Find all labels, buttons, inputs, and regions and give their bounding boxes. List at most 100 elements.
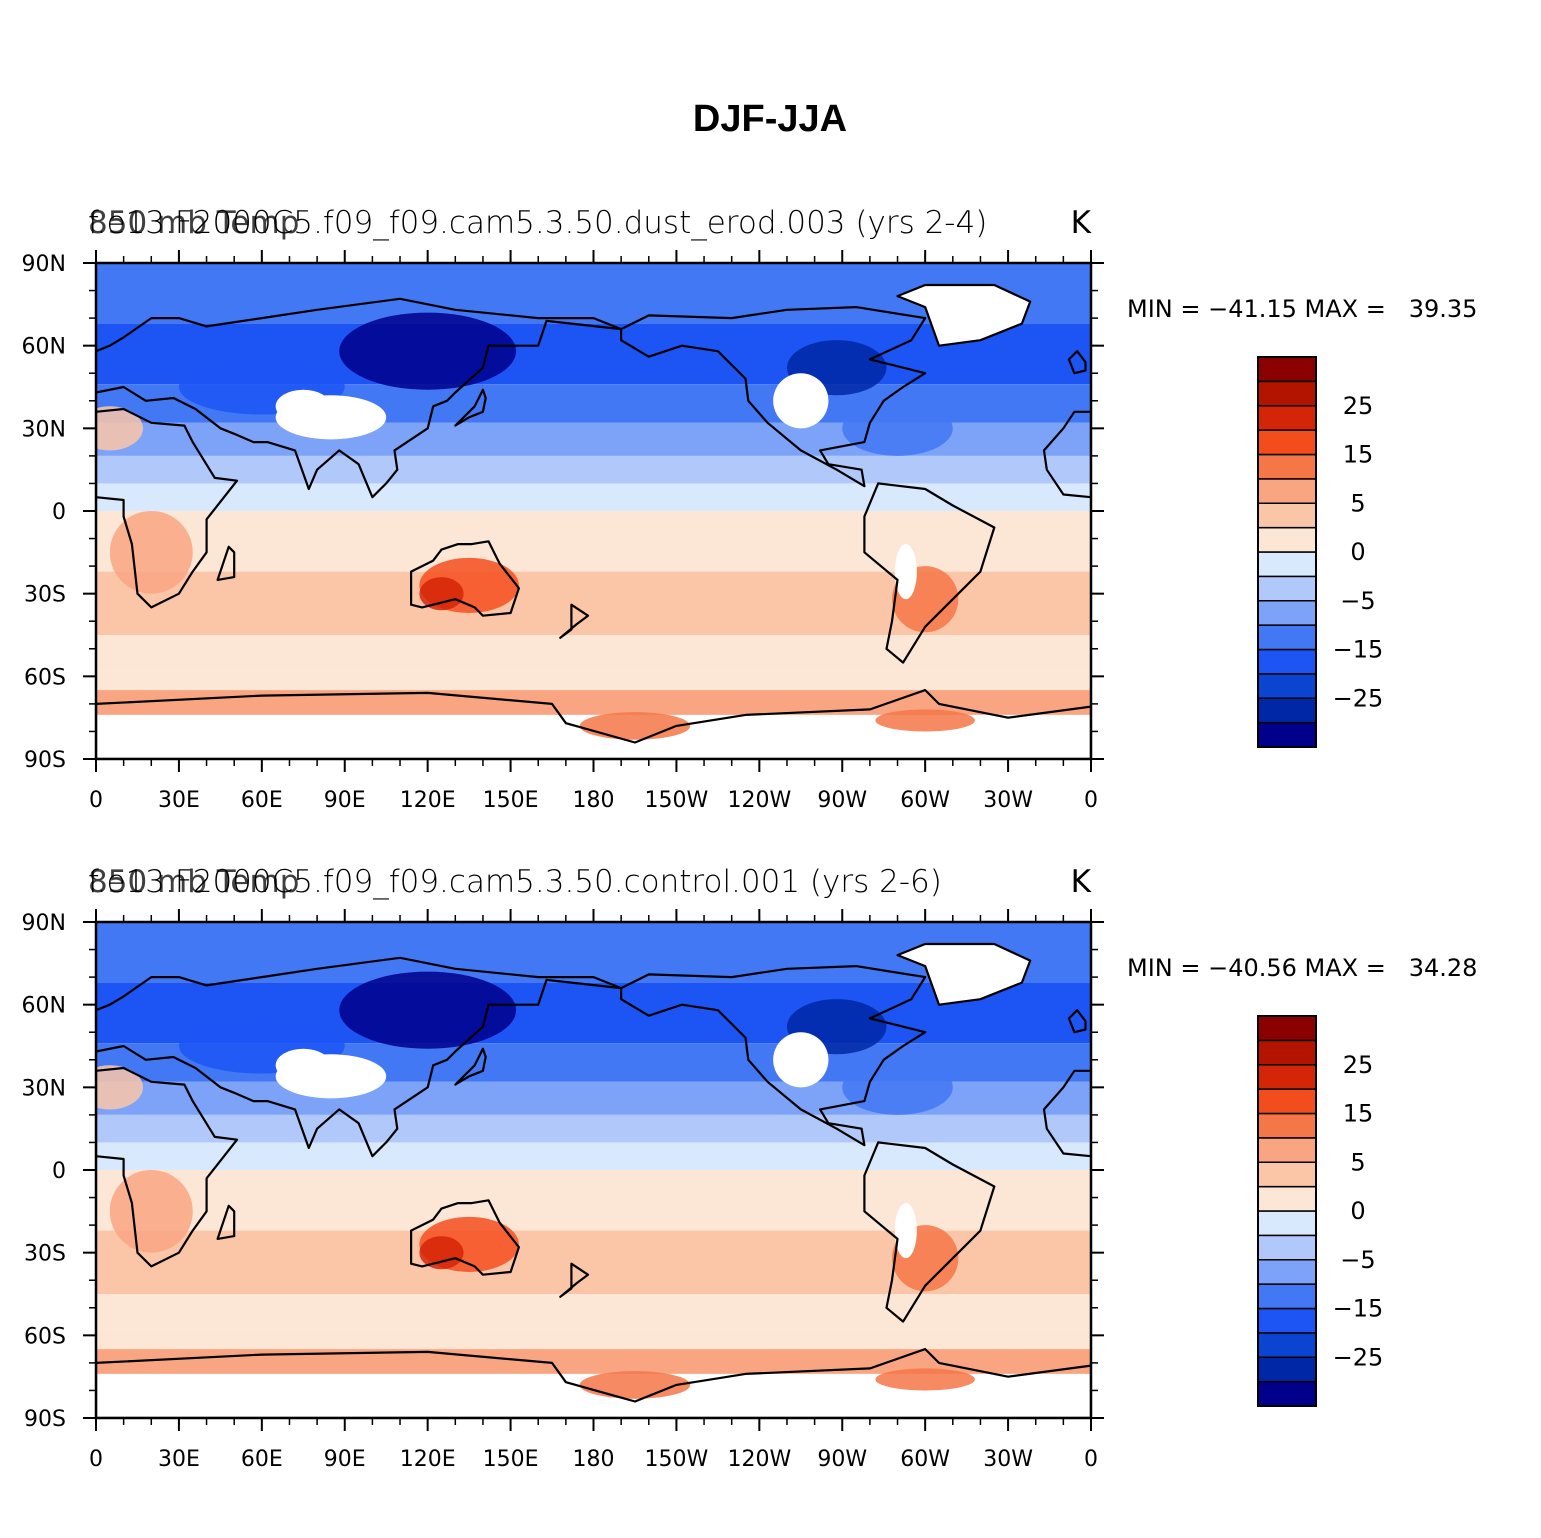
colorbar-box xyxy=(1257,1015,1317,1042)
colorbar-box xyxy=(1257,405,1317,431)
x-tick-label: 90E xyxy=(324,1447,366,1472)
contour-region xyxy=(109,1170,193,1253)
coastline-greenland xyxy=(896,942,1032,1006)
panel-title-units: K xyxy=(1071,864,1092,900)
colorbar-box xyxy=(1257,478,1317,504)
panel-title-units: K xyxy=(1071,205,1092,241)
colorbar-box xyxy=(1257,1307,1317,1334)
panel-title-variable: 850 mb Temp xyxy=(88,864,299,900)
coastline-west-africa xyxy=(1042,410,1091,499)
x-tick-label: 150E xyxy=(483,1447,539,1472)
colorbar-label: −5 xyxy=(1340,1246,1375,1274)
x-tick-label: 120W xyxy=(727,1447,791,1472)
coastline-south-america xyxy=(863,482,996,664)
colorbar-box xyxy=(1257,721,1317,748)
colorbar-label: 5 xyxy=(1350,489,1365,517)
colorbar-label: −15 xyxy=(1333,636,1384,664)
y-tick-label: 30S xyxy=(24,1242,66,1267)
contour-region xyxy=(96,1065,143,1110)
y-tick-label: 60S xyxy=(24,1324,66,1349)
missing-data-region xyxy=(275,389,331,423)
contour-region xyxy=(109,511,193,594)
x-tick-label: 90W xyxy=(817,788,867,813)
map-field xyxy=(96,263,1091,759)
colorbar-box xyxy=(1257,453,1317,480)
colorbar-box xyxy=(1257,1112,1317,1139)
x-tick-label: 120E xyxy=(400,1447,456,1472)
y-tick-label: 90N xyxy=(22,252,66,277)
x-tick-label: 150E xyxy=(483,788,539,813)
colorbar-box xyxy=(1257,1283,1317,1310)
missing-data-region xyxy=(894,544,917,600)
y-tick-label: 30N xyxy=(22,1076,66,1101)
x-tick-label: 0 xyxy=(89,788,103,813)
contour-band xyxy=(96,635,1091,671)
x-tick-label: 60W xyxy=(900,788,950,813)
contour-region xyxy=(579,1371,691,1399)
colorbar-label: 25 xyxy=(1343,392,1374,420)
y-tick-label: 60N xyxy=(22,994,66,1019)
colorbar-box xyxy=(1257,380,1317,407)
colorbar-label: −25 xyxy=(1333,1343,1384,1371)
coastline-eurasia xyxy=(96,297,623,499)
contour-band xyxy=(96,1114,1091,1143)
colorbar-box xyxy=(1257,502,1317,529)
x-tick-label: 30W xyxy=(983,1447,1033,1472)
colorbar-box xyxy=(1257,1234,1317,1261)
map-panel-2: 0 30E 60E 90E 120E 150E 180 150W 120W 90W 60W 30W 09… xyxy=(22,864,1104,1472)
y-tick-label: 0 xyxy=(52,1159,66,1184)
min-max-label: MIN = −40.56 MAX = 34.28 xyxy=(1127,954,1477,982)
colorbar-box xyxy=(1257,624,1317,651)
y-tick-label: 0 xyxy=(52,500,66,525)
colorbar-box xyxy=(1257,673,1317,699)
x-tick-label: 30E xyxy=(158,788,200,813)
x-tick-label: 0 xyxy=(1084,1447,1098,1472)
y-tick-label: 90S xyxy=(24,1407,66,1432)
coastline-west-africa xyxy=(1042,1069,1091,1158)
coastline-uk xyxy=(1067,350,1087,375)
coastline-australia xyxy=(410,1199,520,1276)
contour-region xyxy=(339,971,517,1049)
x-tick-label: 180 xyxy=(573,788,615,813)
min-max-label: MIN = −41.15 MAX = 39.35 xyxy=(1127,295,1477,323)
coastline-madagascar xyxy=(216,1204,236,1240)
panel-title-variable: 850 mb Temp xyxy=(88,205,299,241)
y-tick-label: 30S xyxy=(24,583,66,608)
colorbar-box xyxy=(1257,600,1317,626)
contour-region xyxy=(339,312,517,390)
coastline-south-america xyxy=(863,1141,996,1323)
contour-region xyxy=(419,577,464,611)
y-tick-label: 60N xyxy=(22,335,66,360)
colorbar-box xyxy=(1257,1137,1317,1163)
colorbar-label: −5 xyxy=(1340,587,1375,615)
x-tick-label: 180 xyxy=(573,1447,615,1472)
coastline-new-zealand xyxy=(559,603,590,639)
coastline-north-america xyxy=(619,305,927,488)
colorbar-label: 5 xyxy=(1350,1148,1365,1176)
contour-band xyxy=(96,455,1091,484)
panel-title-left: f.e13.F2000C5.f09_f09.cam5.3.50.dust_ero… xyxy=(88,205,987,241)
figure-title: DJF-JJA xyxy=(693,98,847,140)
colorbar-label: 15 xyxy=(1343,1100,1374,1128)
colorbar-frame xyxy=(1257,356,1317,748)
contour-region xyxy=(875,1368,975,1391)
contour-band xyxy=(96,1170,1091,1193)
colorbar-1: 25 15 5 0 −5 −15 −25 xyxy=(1257,356,1384,748)
missing-data-region xyxy=(773,373,829,429)
colorbar-2: 25 15 5 0 −5 −15 −25 xyxy=(1257,1015,1384,1407)
x-tick-label: 60E xyxy=(241,788,283,813)
missing-data-region xyxy=(894,1203,917,1259)
colorbar-box xyxy=(1257,575,1317,602)
x-tick-label: 0 xyxy=(1084,788,1098,813)
colorbar-label: −15 xyxy=(1333,1295,1384,1323)
colorbar-box xyxy=(1257,697,1317,724)
colorbar-box xyxy=(1257,1332,1317,1358)
y-tick-label: 90N xyxy=(22,911,66,936)
coastline-africa xyxy=(96,1066,239,1268)
contour-region xyxy=(96,406,143,451)
contour-region xyxy=(842,400,953,456)
contour-band xyxy=(96,483,1091,511)
coastline-japan xyxy=(454,388,487,427)
colorbar-box xyxy=(1257,526,1317,553)
coastline-uk xyxy=(1067,1009,1087,1034)
